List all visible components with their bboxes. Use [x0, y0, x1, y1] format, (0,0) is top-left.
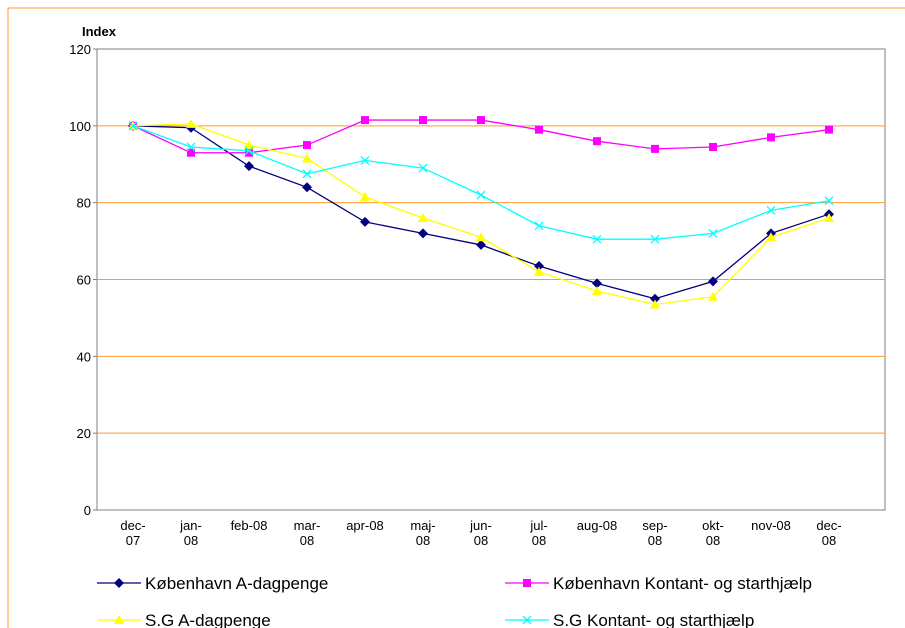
point	[418, 213, 428, 223]
point	[186, 118, 196, 128]
point	[534, 261, 544, 272]
point	[651, 144, 659, 153]
point	[767, 133, 775, 142]
series-line	[132, 119, 830, 154]
point	[476, 232, 486, 242]
point	[534, 266, 544, 276]
series-line	[132, 125, 830, 240]
point	[709, 142, 717, 151]
legend-label: S.G A-dagpenge	[145, 611, 271, 628]
x-tick-label: okt-08	[702, 518, 724, 548]
y-tick-label: 0	[84, 503, 91, 518]
x-tick-label: sep-08	[642, 518, 667, 548]
point	[418, 163, 428, 173]
point	[476, 239, 486, 250]
legend-marker	[522, 615, 532, 625]
x-tick-label: mar-08	[294, 518, 321, 548]
x-tick-label: apr-08	[346, 518, 384, 533]
legend-label: S.G Kontant- og starthjælp	[553, 611, 754, 628]
legend-marker	[114, 578, 124, 588]
point	[708, 276, 718, 287]
point	[534, 221, 544, 231]
point	[419, 116, 427, 125]
point	[186, 142, 196, 152]
y-tick-label: 20	[77, 426, 91, 441]
point	[592, 278, 602, 289]
series-line	[132, 123, 830, 306]
x-tick-label: jun-08	[469, 518, 492, 548]
y-tick-label: 100	[69, 119, 91, 134]
y-tick-label: 40	[77, 349, 91, 364]
x-tick-label: maj-08	[410, 518, 435, 548]
point	[244, 146, 254, 156]
x-tick-label: dec-07	[120, 518, 145, 548]
point	[303, 141, 311, 150]
x-tick-label: jan-08	[179, 518, 202, 548]
y-tick-label: 60	[77, 273, 91, 288]
point	[477, 116, 485, 125]
x-tick-label: feb-08	[231, 518, 268, 533]
point	[535, 125, 543, 134]
point	[708, 228, 718, 238]
point	[360, 155, 370, 165]
point	[650, 293, 660, 304]
point	[302, 182, 312, 193]
x-tick-label: aug-08	[577, 518, 617, 533]
point	[593, 137, 601, 146]
point	[650, 234, 660, 244]
point	[824, 196, 834, 206]
point	[302, 153, 312, 163]
point	[244, 140, 254, 150]
point	[824, 213, 834, 223]
x-tick-label: jul-08	[529, 518, 547, 548]
point	[128, 121, 138, 131]
point	[187, 148, 195, 157]
point	[708, 291, 718, 301]
y-axis-label: Index	[82, 24, 117, 39]
point	[418, 228, 428, 239]
legend-marker	[114, 615, 124, 624]
point	[245, 148, 253, 157]
legend-label: København A-dagpenge	[145, 574, 328, 593]
point	[476, 190, 486, 200]
point	[766, 232, 776, 242]
y-tick-label: 80	[77, 196, 91, 211]
point	[650, 299, 660, 309]
y-tick-label: 120	[69, 42, 91, 57]
legend-label: København Kontant- og starthjælp	[553, 574, 812, 593]
series-line	[132, 125, 830, 300]
point	[766, 205, 776, 215]
point	[592, 234, 602, 244]
point	[360, 216, 370, 227]
point	[361, 116, 369, 125]
point	[244, 161, 254, 172]
point	[592, 286, 602, 296]
point	[360, 191, 370, 201]
point	[825, 125, 833, 134]
x-tick-label: dec-08	[816, 518, 841, 548]
x-tick-label: nov-08	[751, 518, 791, 533]
legend-marker	[523, 579, 531, 587]
point	[302, 169, 312, 179]
